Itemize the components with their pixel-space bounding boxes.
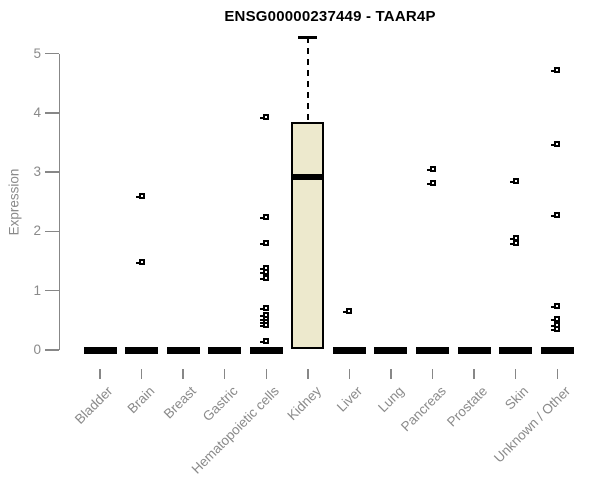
outlier-point [551,303,561,310]
flat-box-lung [374,347,408,354]
outlier-point [551,326,561,333]
outlier-point [260,269,270,276]
upper-whisker-cap [298,35,318,39]
outlier-point [260,213,270,220]
x-axis-tick [182,369,184,379]
y-axis-tick [45,52,59,55]
flat-box-skin [499,347,533,354]
x-axis-tick [473,369,475,379]
y-axis-tick [45,289,59,292]
chart-title: ENSG00000237449 - TAAR4P [224,8,436,25]
x-category-label: Bladder [72,383,116,427]
upper-whisker [306,37,309,122]
flat-box-breast [166,347,200,354]
outlier-point [135,192,145,199]
outlier-point [509,239,519,246]
x-axis-tick [348,369,351,379]
x-category-label: Lung [375,383,407,416]
x-axis-tick [556,369,559,379]
x-category-label: Liver [334,383,366,415]
outlier-point [551,316,561,323]
x-axis-tick [307,369,309,379]
flat-box-liver [332,347,366,354]
x-axis-tick [223,369,226,379]
flat-box-hematopoietic-cells [249,347,283,354]
y-tick-label: 4 [33,104,41,120]
x-axis-tick [140,369,143,379]
x-category-label: Brain [124,383,158,417]
box-iqr [291,121,325,349]
outlier-point [551,141,561,148]
y-axis-tick [45,171,59,173]
x-category-label: Unknown / Other [490,383,574,466]
x-category-label: Kidney [283,383,324,424]
y-axis-tick [45,112,59,114]
y-tick-label: 1 [33,282,41,298]
outlier-point [551,211,561,218]
flat-box-bladder [83,347,117,354]
outlier-point [509,177,519,184]
median-line [291,173,325,180]
outlier-point [260,240,270,247]
outlier-point [426,180,436,187]
outlier-point [135,259,145,266]
outlier-point [260,274,270,281]
outlier-point [260,322,270,329]
flat-box-unknown-other [540,347,574,354]
x-axis-tick [390,369,392,379]
x-axis-tick [265,369,268,379]
y-tick-label: 3 [33,164,41,180]
outlier-point [260,113,270,120]
y-tick-label: 2 [33,223,41,239]
outlier-point [343,307,353,314]
x-axis-tick [514,369,517,379]
y-axis-line [58,53,61,350]
x-category-label: Prostate [443,383,491,430]
flat-box-gastric [208,347,242,354]
flat-box-prostate [457,347,491,354]
x-axis-tick [431,369,434,379]
x-axis-tick [99,369,101,379]
y-tick-label: 0 [33,342,41,357]
flat-box-brain [125,347,159,354]
outlier-point [551,67,561,74]
outlier-point [260,304,270,311]
x-category-label: Skin [502,383,532,413]
y-axis-tick [45,349,59,351]
x-category-label: Pancreas [397,383,449,435]
flat-box-pancreas [416,347,450,354]
x-category-label: Breast [160,383,200,422]
y-tick-label: 5 [33,45,41,61]
outlier-point [426,165,436,172]
outlier-point [260,338,270,345]
y-axis-tick [45,230,59,233]
